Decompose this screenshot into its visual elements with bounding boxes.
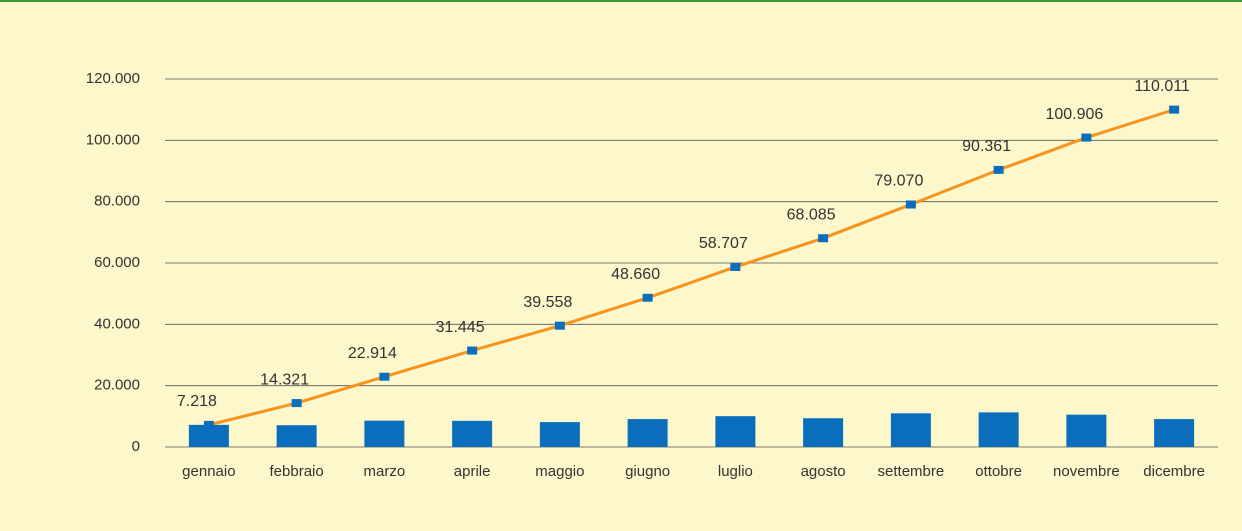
bar [364, 420, 405, 447]
marker [203, 420, 214, 429]
data-label: 31.445 [436, 319, 485, 336]
marker [467, 346, 478, 355]
bar [715, 416, 756, 447]
data-label: 48.660 [611, 266, 660, 283]
x-tick-label: gennaio [182, 463, 235, 480]
x-tick-label: marzo [364, 463, 406, 480]
data-label: 79.070 [874, 173, 923, 190]
x-tick-label: ottobre [975, 463, 1022, 480]
marker [993, 165, 1004, 174]
data-label: 90.361 [962, 138, 1011, 155]
bar [978, 412, 1019, 447]
y-tick-label: 60.000 [94, 254, 140, 271]
marker [642, 293, 653, 302]
bar [539, 422, 580, 447]
data-label: 58.707 [699, 235, 748, 252]
y-tick-label: 0 [132, 438, 140, 455]
y-tick-label: 20.000 [94, 377, 140, 394]
y-tick-label: 40.000 [94, 315, 140, 332]
y-tick-label: 80.000 [94, 193, 140, 210]
marker [730, 262, 741, 271]
data-label: 110.011 [1134, 78, 1190, 95]
x-tick-label: novembre [1053, 463, 1120, 480]
bar [276, 425, 317, 447]
marker [291, 399, 302, 408]
x-tick-label: dicembre [1143, 463, 1205, 480]
marker [379, 372, 390, 381]
x-tick-label: luglio [718, 463, 753, 480]
x-tick-label: maggio [535, 463, 584, 480]
y-tick-label: 100.000 [86, 131, 140, 148]
x-tick-label: giugno [625, 463, 670, 480]
data-label: 14.321 [260, 371, 309, 388]
x-tick-label: aprile [454, 463, 491, 480]
data-label: 39.558 [523, 294, 572, 311]
x-tick-label: agosto [801, 463, 846, 480]
x-tick-label: febbraio [270, 463, 324, 480]
data-label: 22.914 [348, 345, 397, 362]
data-label: 68.085 [787, 206, 836, 223]
marker [905, 200, 916, 209]
line [208, 108, 1175, 427]
marker [554, 321, 565, 330]
bar [627, 419, 668, 447]
marker [818, 234, 829, 243]
bar [803, 418, 844, 447]
bar [1066, 414, 1107, 447]
y-tick-label: 120.000 [86, 70, 140, 87]
marker [1081, 133, 1092, 142]
bar [890, 413, 931, 447]
bar [452, 420, 493, 447]
bar [188, 424, 229, 447]
data-label: 100.906 [1045, 106, 1103, 123]
bar [1154, 419, 1195, 447]
marker [1169, 105, 1180, 114]
x-tick-label: settembre [878, 463, 945, 480]
data-label: 7.218 [177, 393, 217, 410]
